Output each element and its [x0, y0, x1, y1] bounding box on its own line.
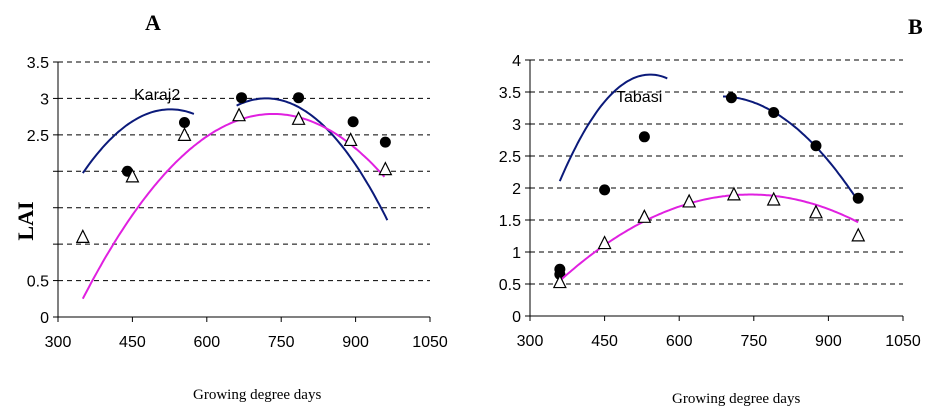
chart-b-x-tick-label: 450: [591, 333, 618, 350]
chart-a-group: 0 0.5 2.5 3 3.5 300 450 600 750 900 1050 Karaj2: [27, 55, 448, 351]
chart-b-point-circle: [768, 106, 780, 118]
chart-a-x-tick-label: 450: [119, 334, 146, 351]
chart-b-y-tick-label: 0: [512, 309, 521, 326]
chart-b-x-axis-label: Growing degree days: [672, 391, 801, 407]
chart-a-fit-curve: [81, 108, 195, 174]
chart-a-x-tick-label: 900: [342, 334, 369, 351]
chart-b-y-tick-label: 2.5: [499, 149, 521, 166]
chart-a-x-tick-label: 300: [45, 334, 72, 351]
chart-a-point-triangle: [378, 161, 393, 176]
chart-a-y-tick-label: 3: [40, 91, 49, 108]
chart-a-x-tick-label: 600: [193, 334, 220, 351]
panel-a-letter: A: [145, 10, 161, 35]
chart-b-point-circle: [638, 131, 650, 143]
chart-a-point-circle: [379, 136, 391, 148]
chart-b-annotation: Tabasi: [616, 89, 662, 106]
chart-b-x-tick-label: 300: [517, 333, 544, 350]
chart-b-x-tick-label: 1050: [885, 333, 921, 350]
chart-a-fit-curve: [81, 113, 386, 300]
chart-b-group: 0 0.5 1 1.5 2 2.5 3 3.5 4 300 450 600 750 900 1050 Taba…: [499, 53, 921, 350]
chart-b-y-tick-label: 2: [512, 181, 521, 198]
chart-b-point-triangle: [597, 235, 612, 250]
chart-a-y-tick-label: 0.5: [27, 274, 49, 291]
chart-b-point-circle: [599, 184, 611, 196]
chart-a-point-circle: [347, 116, 359, 128]
chart-b-x-tick-label: 750: [740, 333, 767, 350]
chart-b-x-tick-label: 600: [666, 333, 693, 350]
chart-a-point-triangle: [177, 127, 192, 141]
chart-b-point-circle: [852, 192, 864, 204]
chart-b-point-triangle: [637, 208, 652, 223]
chart-b-y-tick-label: 0.5: [499, 277, 521, 294]
chart-a-point-triangle: [75, 229, 90, 243]
chart-b-point-triangle: [682, 193, 697, 208]
chart-b-point-circle: [725, 92, 737, 104]
chart-a-point-triangle: [125, 168, 140, 183]
chart-b-fit-curve: [723, 95, 858, 199]
chart-b-y-tick-label: 4: [512, 53, 521, 70]
chart-a-point-circle: [236, 92, 248, 104]
chart-a-y-tick-label: 3.5: [27, 55, 49, 72]
chart-a-x-tick-label: 750: [268, 334, 295, 351]
chart-b-fit-curve: [558, 73, 668, 182]
chart-b-point-triangle: [808, 204, 823, 219]
chart-b-x-tick-label: 900: [815, 333, 842, 350]
chart-b-point-triangle: [851, 227, 866, 242]
chart-b-y-tick-label: 1: [512, 245, 521, 262]
chart-b-point-triangle: [766, 191, 781, 206]
chart-a-x-tick-label: 1050: [412, 334, 448, 351]
chart-a-y-tick-label: 2.5: [27, 128, 49, 145]
chart-a-annotation: Karaj2: [134, 87, 180, 104]
chart-a-fit-curve: [236, 97, 389, 221]
chart-a-y-tick-label: 0: [40, 310, 49, 327]
chart-b-y-tick-label: 3.5: [499, 85, 521, 102]
chart-a-x-axis-label: Growing degree days: [193, 387, 322, 403]
chart-b-point-circle: [810, 140, 822, 152]
chart-b-point-triangle: [552, 274, 567, 289]
chart-b-fit-curve: [559, 193, 859, 282]
panel-b-letter: B: [908, 14, 923, 39]
chart-b-point-triangle: [726, 186, 741, 201]
chart-a-point-circle: [293, 92, 305, 104]
chart-a-point-triangle: [232, 107, 247, 122]
chart-b-y-tick-label: 1.5: [499, 213, 521, 230]
chart-a-point-triangle: [291, 110, 306, 125]
chart-b-y-tick-label: 3: [512, 117, 521, 134]
chart-a-point-circle: [178, 116, 190, 128]
chart-a-point-triangle: [343, 132, 358, 147]
